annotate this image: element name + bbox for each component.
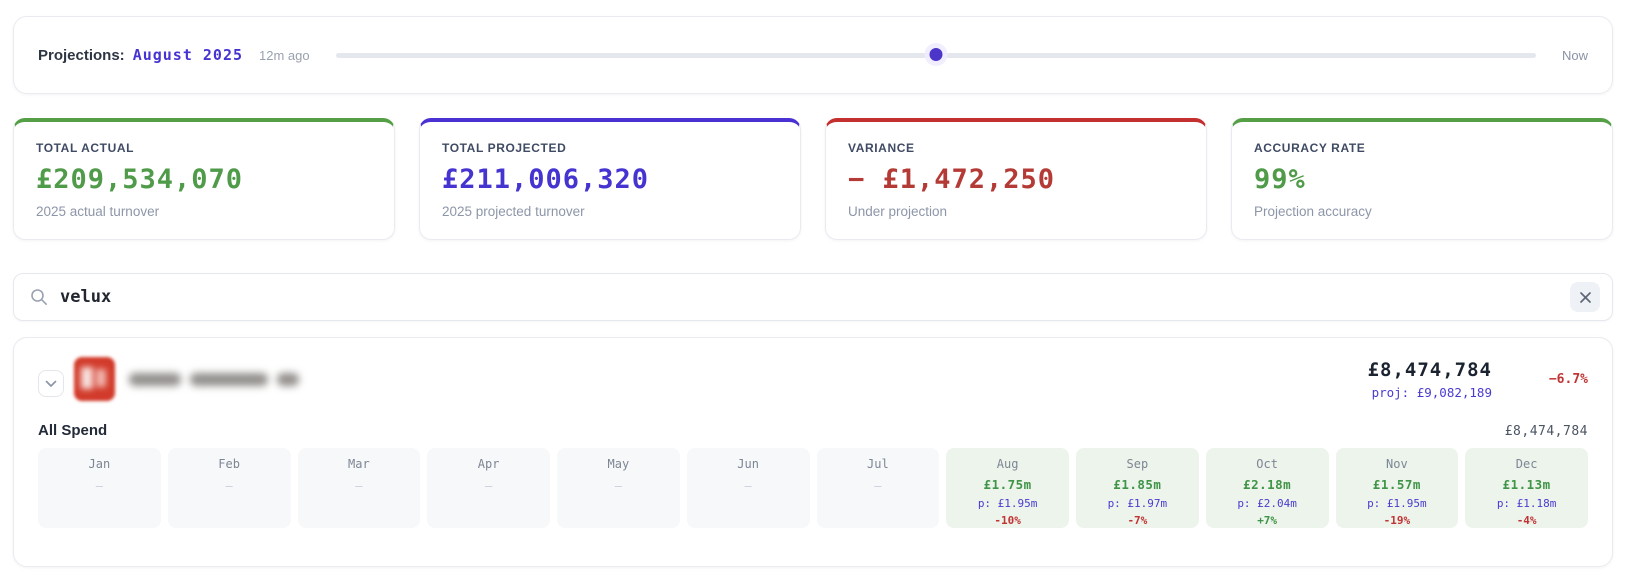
all-spend-total: £8,474,784 bbox=[1504, 424, 1588, 439]
stat-label: TOTAL PROJECTED bbox=[442, 141, 567, 155]
month-actual-value: £1.85m bbox=[1113, 477, 1162, 492]
search-input[interactable] bbox=[60, 287, 1570, 307]
stat-subtitle: Projection accuracy bbox=[1254, 204, 1372, 219]
month-cell[interactable]: Feb — bbox=[167, 448, 291, 528]
stat-label: VARIANCE bbox=[848, 141, 915, 155]
month-variance-percent: -4% bbox=[1516, 514, 1537, 527]
month-cell[interactable]: Mar — bbox=[297, 448, 421, 528]
company-header: £8,474,784 proj: £9,082,189 −6.7% bbox=[38, 357, 1588, 401]
slider-ago-label: 12m ago bbox=[259, 47, 310, 63]
stat-subtitle: Under projection bbox=[848, 204, 948, 219]
expand-row-button[interactable] bbox=[38, 370, 64, 397]
search-bar bbox=[13, 273, 1613, 321]
redacted-text-segment bbox=[277, 372, 299, 386]
empty-value-dash: — bbox=[225, 479, 233, 493]
dashboard-page: Projections: August 2025 12m ago Now TOT… bbox=[13, 16, 1613, 567]
month-variance-percent: -10% bbox=[994, 514, 1021, 527]
clear-search-button[interactable] bbox=[1570, 282, 1600, 312]
stat-card-total-actual: TOTAL ACTUAL £209,534,070 2025 actual tu… bbox=[13, 118, 395, 240]
month-actual-value: £1.57m bbox=[1372, 477, 1421, 492]
stat-value: £209,534,070 bbox=[36, 164, 244, 195]
month-label: Sep bbox=[1126, 457, 1149, 471]
month-label: Jul bbox=[867, 457, 889, 471]
month-cell[interactable]: Jan — bbox=[38, 448, 161, 528]
month-projected-value: p: £2.04m bbox=[1237, 497, 1297, 510]
empty-value-dash: — bbox=[874, 479, 882, 493]
stat-value: − £1,472,250 bbox=[848, 164, 1056, 195]
company-name-redacted bbox=[129, 372, 299, 386]
month-cell[interactable]: May — bbox=[557, 448, 680, 528]
month-cell[interactable]: Apr — bbox=[427, 448, 550, 528]
company-card: £8,474,784 proj: £9,082,189 −6.7% All Sp… bbox=[13, 337, 1613, 567]
stat-label: ACCURACY RATE bbox=[1254, 141, 1366, 155]
all-spend-row: All Spend £8,474,784 bbox=[38, 422, 1588, 439]
month-actual-value: £1.13m bbox=[1502, 477, 1551, 492]
stat-value: 99% bbox=[1254, 164, 1306, 195]
month-cell[interactable]: Jun — bbox=[686, 448, 810, 528]
month-cell[interactable]: Dec £1.13m p: £1.18m -4% bbox=[1465, 448, 1588, 528]
month-cell[interactable]: Jul — bbox=[816, 448, 940, 528]
stat-label: TOTAL ACTUAL bbox=[36, 141, 135, 155]
stat-value: £211,006,320 bbox=[442, 164, 650, 195]
month-label: May bbox=[607, 457, 630, 471]
month-label: Feb bbox=[218, 457, 240, 471]
company-projected-total: proj: £9,082,189 bbox=[1371, 384, 1492, 400]
company-actual-total: £8,474,784 bbox=[1367, 358, 1492, 381]
month-label: Jan bbox=[88, 457, 111, 471]
stat-subtitle: 2025 projected turnover bbox=[442, 204, 585, 219]
month-label: Nov bbox=[1386, 457, 1408, 471]
month-cell[interactable]: Oct £2.18m p: £2.04m +7% bbox=[1205, 448, 1329, 528]
chevron-down-icon bbox=[45, 380, 57, 387]
projections-bar: Projections: August 2025 12m ago Now bbox=[13, 16, 1613, 94]
month-actual-value: £1.75m bbox=[983, 477, 1032, 492]
empty-value-dash: — bbox=[95, 479, 103, 493]
empty-value-dash: — bbox=[744, 479, 752, 493]
stat-card-total-projected: TOTAL PROJECTED £211,006,320 2025 projec… bbox=[419, 118, 801, 240]
month-label: Jun bbox=[737, 457, 759, 471]
month-label: Dec bbox=[1515, 457, 1538, 471]
month-projected-value: p: £1.95m bbox=[977, 497, 1038, 510]
search-icon bbox=[31, 289, 48, 306]
projections-period[interactable]: August 2025 bbox=[132, 46, 244, 64]
time-slider[interactable] bbox=[335, 46, 1536, 63]
redacted-text-segment bbox=[129, 372, 181, 386]
projections-label: Projections: bbox=[38, 46, 125, 64]
month-label: Apr bbox=[477, 457, 500, 471]
month-actual-value: £2.18m bbox=[1243, 477, 1292, 492]
month-variance-percent: -19% bbox=[1383, 514, 1411, 527]
month-projected-value: p: £1.18m bbox=[1496, 497, 1557, 510]
all-spend-label: All Spend bbox=[38, 422, 108, 439]
month-cell[interactable]: Nov £1.57m p: £1.95m -19% bbox=[1335, 448, 1459, 528]
empty-value-dash: — bbox=[485, 479, 493, 493]
slider-now-label: Now bbox=[1561, 47, 1588, 63]
logo-glyph bbox=[81, 367, 93, 389]
month-grid: Jan — Feb — Mar — Apr — May — Jun — Jul … bbox=[38, 448, 1588, 528]
close-icon bbox=[1579, 291, 1591, 303]
month-variance-percent: -7% bbox=[1127, 514, 1148, 527]
empty-value-dash: — bbox=[614, 479, 622, 493]
month-label: Oct bbox=[1256, 457, 1278, 471]
month-variance-percent: +7% bbox=[1257, 514, 1278, 527]
stat-card-variance: VARIANCE − £1,472,250 Under projection bbox=[825, 118, 1207, 240]
slider-thumb[interactable] bbox=[927, 46, 945, 63]
month-label: Aug bbox=[996, 457, 1019, 471]
stat-cards: TOTAL ACTUAL £209,534,070 2025 actual tu… bbox=[13, 118, 1613, 240]
month-projected-value: p: £1.95m bbox=[1367, 497, 1427, 510]
redacted-text-segment bbox=[190, 372, 268, 386]
company-variance-percent: −6.7% bbox=[1548, 371, 1588, 387]
stat-subtitle: 2025 actual turnover bbox=[36, 204, 160, 219]
month-projected-value: p: £1.97m bbox=[1107, 497, 1168, 510]
month-cell[interactable]: Aug £1.75m p: £1.95m -10% bbox=[946, 448, 1069, 528]
month-label: Mar bbox=[348, 457, 370, 471]
stat-card-accuracy-rate: ACCURACY RATE 99% Projection accuracy bbox=[1231, 118, 1613, 240]
month-cell[interactable]: Sep £1.85m p: £1.97m -7% bbox=[1076, 448, 1199, 528]
logo-glyph bbox=[96, 369, 106, 387]
company-figures: £8,474,784 proj: £9,082,189 −6.7% bbox=[1368, 359, 1588, 400]
company-logo bbox=[74, 357, 115, 401]
empty-value-dash: — bbox=[355, 479, 363, 493]
